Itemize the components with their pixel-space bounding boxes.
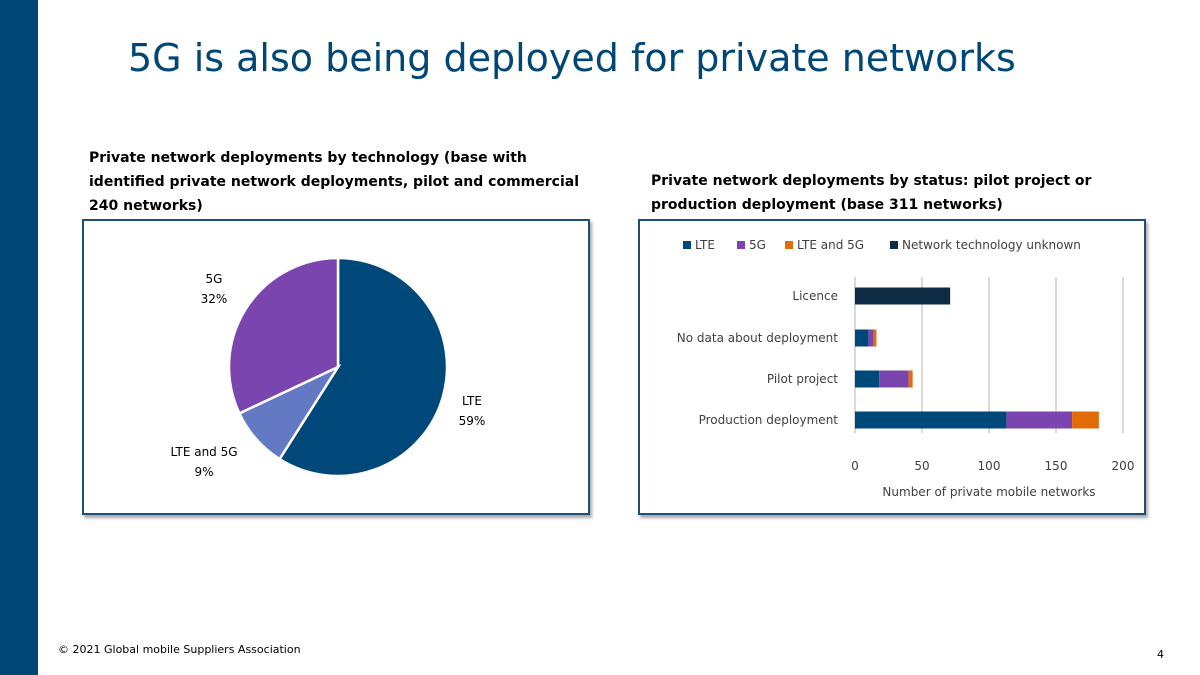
bar-chart-heading: Private network deployments by status: p… xyxy=(651,173,1092,213)
pie-percent-lte: 59% xyxy=(459,414,486,428)
copyright-footer: © 2021 Global mobile Suppliers Associati… xyxy=(58,643,301,656)
x-tick-label-150: 150 xyxy=(1045,459,1068,473)
pie-percent-5g: 32% xyxy=(201,292,228,306)
pie-slice-5g xyxy=(227,256,340,416)
bar-pilot-project-lte-and-5g xyxy=(908,370,913,388)
pie-label-5g: 5G xyxy=(206,272,223,286)
bar-licence-network-technology-unknown xyxy=(855,287,951,305)
bar-production-deployment-5g xyxy=(1006,411,1073,429)
x-axis-title: Number of private mobile networks xyxy=(882,485,1095,499)
x-tick-label-50: 50 xyxy=(914,459,929,473)
bar-chart-frame: 0 50 100 150 200 Licence No data about deploym… xyxy=(638,219,1146,515)
page-number: 4 xyxy=(1157,648,1164,661)
bar-no-data-about-deployment-lte-and-5g xyxy=(873,329,877,347)
bar-production-deployment-lte xyxy=(855,411,1007,429)
bar-no-data-about-deployment-5g xyxy=(868,329,874,347)
legend-label-lte-and-5g: LTE and 5G xyxy=(797,238,864,252)
side-accent-bar xyxy=(0,0,38,675)
bar-production-deployment-lte-and-5g xyxy=(1072,411,1099,429)
category-label-licence: Licence xyxy=(792,289,838,303)
pie-slice-lte xyxy=(277,256,449,478)
pie-percent-lte-and-5g: 9% xyxy=(194,465,213,479)
legend-swatch-lte xyxy=(683,241,691,249)
legend-swatch-5g xyxy=(737,241,745,249)
legend-label-5g: 5G xyxy=(749,238,766,252)
legend-label-network-technology-unknown: Network technology unknown xyxy=(902,238,1081,252)
category-label-no-data-about-deployment: No data about deployment xyxy=(677,331,838,345)
pie-label-lte: LTE xyxy=(462,394,482,408)
legend-swatch-lte-and-5g xyxy=(785,241,793,249)
legend-label-lte: LTE xyxy=(695,238,715,252)
category-label-production-deployment: Production deployment xyxy=(699,413,839,427)
x-tick-label-100: 100 xyxy=(978,459,1001,473)
slide-title: 5G is also being deployed for private ne… xyxy=(128,36,1016,80)
pie-chart-heading: Private network deployments by technolog… xyxy=(89,150,579,214)
bar-no-data-about-deployment-lte xyxy=(855,329,869,347)
pie-chart: LTE 59% LTE and 5G 9% 5G 32% xyxy=(170,256,486,479)
pie-label-lte-and-5g: LTE and 5G xyxy=(170,445,237,459)
bar-pilot-project-lte xyxy=(855,370,880,388)
bar-chart: 0 50 100 150 200 Licence No data about deploym… xyxy=(677,238,1135,499)
bar-pilot-project-5g xyxy=(879,370,909,388)
category-label-pilot-project: Pilot project xyxy=(767,372,838,386)
x-tick-label-200: 200 xyxy=(1112,459,1135,473)
x-tick-label-0: 0 xyxy=(851,459,859,473)
legend-swatch-network-technology-unknown xyxy=(890,241,898,249)
pie-chart-frame: LTE 59% LTE and 5G 9% 5G 32% xyxy=(82,219,590,515)
